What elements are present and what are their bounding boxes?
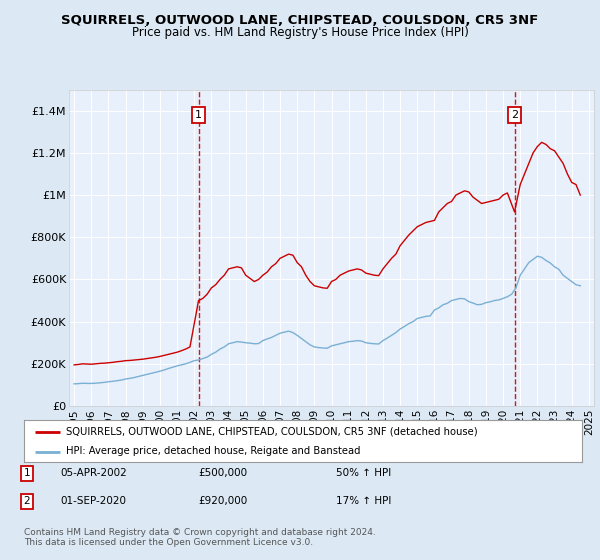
Text: 17% ↑ HPI: 17% ↑ HPI [336,496,391,506]
Text: 1: 1 [195,110,202,120]
Text: Price paid vs. HM Land Registry's House Price Index (HPI): Price paid vs. HM Land Registry's House … [131,26,469,39]
Text: 05-APR-2002: 05-APR-2002 [60,468,127,478]
Text: £500,000: £500,000 [198,468,247,478]
Text: 01-SEP-2020: 01-SEP-2020 [60,496,126,506]
Text: SQUIRRELS, OUTWOOD LANE, CHIPSTEAD, COULSDON, CR5 3NF: SQUIRRELS, OUTWOOD LANE, CHIPSTEAD, COUL… [61,14,539,27]
Text: 1: 1 [23,468,31,478]
Text: £920,000: £920,000 [198,496,247,506]
Text: HPI: Average price, detached house, Reigate and Banstead: HPI: Average price, detached house, Reig… [66,446,361,456]
Text: Contains HM Land Registry data © Crown copyright and database right 2024.
This d: Contains HM Land Registry data © Crown c… [24,528,376,547]
Text: SQUIRRELS, OUTWOOD LANE, CHIPSTEAD, COULSDON, CR5 3NF (detached house): SQUIRRELS, OUTWOOD LANE, CHIPSTEAD, COUL… [66,427,478,437]
Text: 50% ↑ HPI: 50% ↑ HPI [336,468,391,478]
Text: 2: 2 [23,496,31,506]
Text: 2: 2 [511,110,518,120]
